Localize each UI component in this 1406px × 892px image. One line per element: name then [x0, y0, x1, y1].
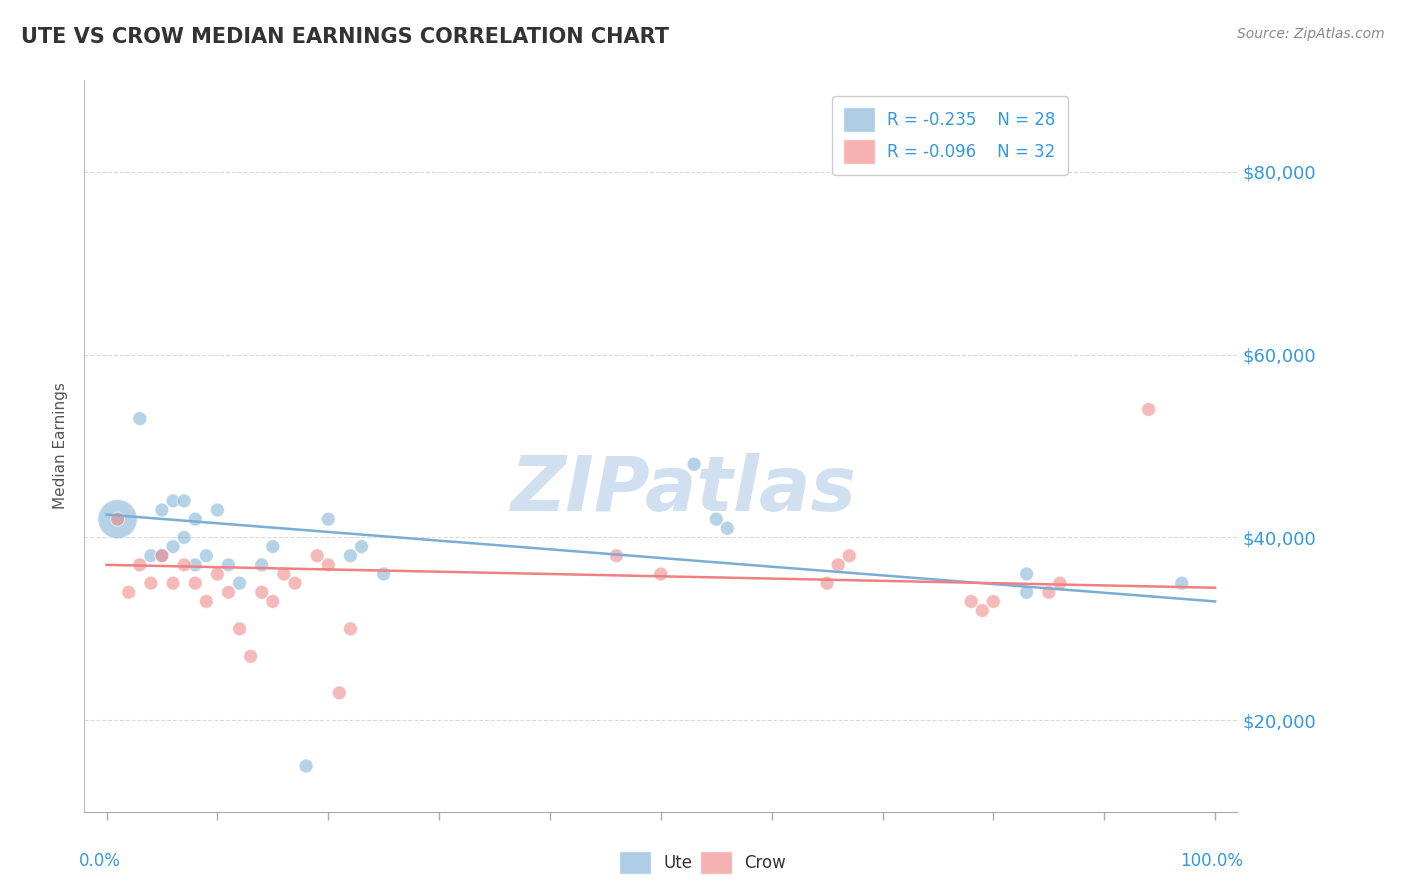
Point	[972, 603, 994, 617]
Point	[128, 411, 150, 425]
Point	[605, 549, 627, 563]
Legend: R = -0.235    N = 28, R = -0.096    N = 32: R = -0.235 N = 28, R = -0.096 N = 32	[832, 96, 1067, 175]
Point	[228, 576, 250, 591]
Point	[128, 558, 150, 572]
Point	[838, 549, 860, 563]
Point	[195, 549, 218, 563]
Point	[1015, 567, 1038, 582]
Point	[307, 549, 329, 563]
Point	[118, 585, 141, 599]
Point	[184, 512, 207, 526]
Point	[284, 576, 307, 591]
Point	[1137, 402, 1160, 417]
Point	[350, 540, 373, 554]
Text: Source: ZipAtlas.com: Source: ZipAtlas.com	[1237, 27, 1385, 41]
Point	[339, 549, 361, 563]
Point	[262, 540, 284, 554]
Point	[218, 585, 240, 599]
Text: 100.0%: 100.0%	[1180, 852, 1243, 870]
Point	[239, 649, 262, 664]
Point	[1038, 585, 1060, 599]
Point	[107, 512, 129, 526]
Point	[195, 594, 218, 608]
Point	[316, 558, 339, 572]
Point	[273, 567, 295, 582]
Point	[139, 576, 162, 591]
Point	[262, 594, 284, 608]
Point	[827, 558, 849, 572]
Point	[184, 558, 207, 572]
Point	[150, 503, 173, 517]
Point	[250, 585, 273, 599]
Point	[173, 558, 195, 572]
Point	[218, 558, 240, 572]
Point	[228, 622, 250, 636]
Point	[139, 549, 162, 563]
Point	[716, 521, 738, 535]
Point	[207, 567, 229, 582]
Point	[173, 530, 195, 544]
Text: ZIPatlas: ZIPatlas	[510, 453, 856, 527]
Text: 0.0%: 0.0%	[79, 852, 121, 870]
Point	[1015, 585, 1038, 599]
Point	[184, 576, 207, 591]
Legend: Ute, Crow: Ute, Crow	[613, 846, 793, 880]
Point	[295, 759, 318, 773]
Point	[107, 512, 129, 526]
Text: UTE VS CROW MEDIAN EARNINGS CORRELATION CHART: UTE VS CROW MEDIAN EARNINGS CORRELATION …	[21, 27, 669, 46]
Point	[173, 493, 195, 508]
Point	[1049, 576, 1071, 591]
Point	[162, 540, 184, 554]
Y-axis label: Median Earnings: Median Earnings	[53, 383, 69, 509]
Point	[373, 567, 395, 582]
Point	[316, 512, 339, 526]
Point	[650, 567, 672, 582]
Point	[960, 594, 983, 608]
Point	[339, 622, 361, 636]
Point	[1171, 576, 1194, 591]
Point	[150, 549, 173, 563]
Point	[162, 576, 184, 591]
Point	[250, 558, 273, 572]
Point	[704, 512, 727, 526]
Point	[207, 503, 229, 517]
Point	[150, 549, 173, 563]
Point	[162, 493, 184, 508]
Point	[683, 457, 706, 471]
Point	[815, 576, 838, 591]
Point	[328, 686, 350, 700]
Point	[983, 594, 1005, 608]
